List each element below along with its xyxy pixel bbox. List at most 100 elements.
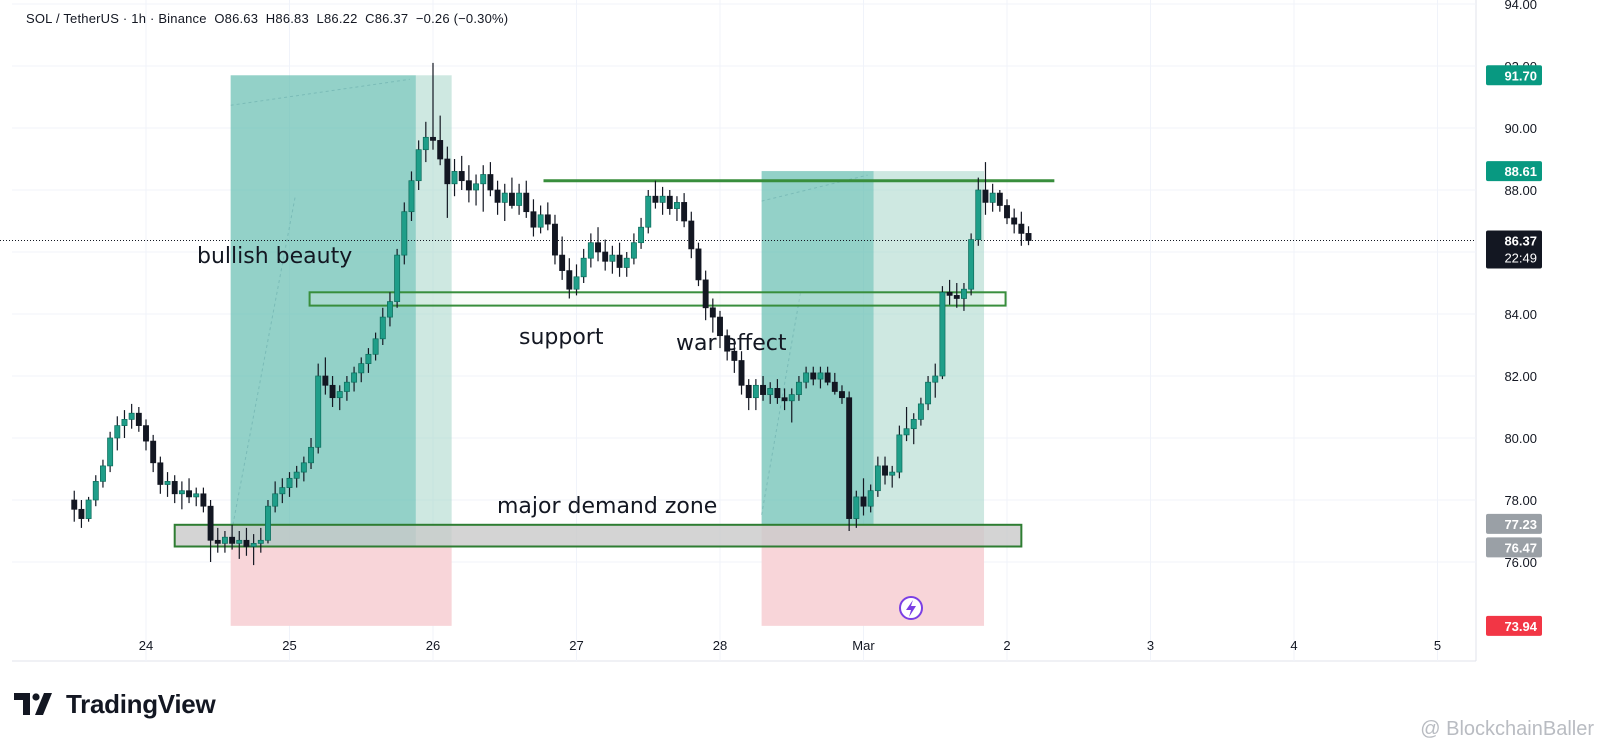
- candle[interactable]: [745, 379, 752, 411]
- candle[interactable]: [587, 233, 594, 268]
- candle[interactable]: [982, 162, 989, 215]
- candle[interactable]: [408, 171, 415, 221]
- candle[interactable]: [803, 366, 810, 389]
- candle[interactable]: [171, 475, 178, 504]
- candle[interactable]: [1018, 211, 1025, 246]
- candle[interactable]: [458, 155, 465, 190]
- candle[interactable]: [193, 487, 200, 507]
- candle[interactable]: [465, 165, 472, 203]
- candle[interactable]: [630, 233, 637, 265]
- candle[interactable]: [1004, 199, 1010, 225]
- candle[interactable]: [293, 465, 300, 488]
- candle[interactable]: [128, 403, 135, 429]
- candle[interactable]: [939, 286, 946, 380]
- candle[interactable]: [473, 174, 480, 206]
- candle[interactable]: [595, 227, 601, 262]
- candle[interactable]: [300, 456, 307, 482]
- candle[interactable]: [236, 531, 243, 559]
- candle[interactable]: [602, 239, 609, 271]
- candle[interactable]: [451, 159, 458, 197]
- candle[interactable]: [767, 382, 774, 404]
- candle[interactable]: [795, 376, 802, 401]
- candle[interactable]: [437, 115, 444, 166]
- candle[interactable]: [343, 376, 350, 401]
- price-badge[interactable]: [1486, 161, 1542, 182]
- candle[interactable]: [781, 388, 788, 411]
- tradingview-logo[interactable]: TradingView: [14, 688, 216, 720]
- candle[interactable]: [609, 245, 616, 274]
- candle[interactable]: [315, 363, 322, 454]
- candle[interactable]: [824, 366, 831, 386]
- candle[interactable]: [839, 385, 845, 404]
- candle[interactable]: [186, 478, 192, 504]
- candle[interactable]: [351, 366, 358, 392]
- candle[interactable]: [430, 62, 436, 150]
- candle[interactable]: [846, 391, 853, 532]
- candle[interactable]: [537, 205, 544, 234]
- candle[interactable]: [896, 425, 903, 479]
- time-axis[interactable]: 24 25 26 27 28 Mar 2 3 4 5: [139, 638, 1441, 653]
- candle[interactable]: [164, 472, 171, 497]
- candle[interactable]: [358, 357, 365, 383]
- candle[interactable]: [508, 177, 515, 209]
- candle[interactable]: [394, 248, 401, 308]
- candle[interactable]: [78, 500, 85, 528]
- candle[interactable]: [401, 202, 408, 265]
- price-badge[interactable]: [1486, 615, 1542, 636]
- candle[interactable]: [889, 465, 896, 488]
- candle[interactable]: [92, 475, 99, 507]
- candle[interactable]: [638, 217, 645, 249]
- candle[interactable]: [415, 140, 422, 190]
- candle[interactable]: [673, 196, 680, 221]
- candle[interactable]: [853, 490, 860, 528]
- candle[interactable]: [702, 270, 709, 321]
- candle[interactable]: [860, 478, 867, 516]
- candle[interactable]: [422, 121, 429, 163]
- candle[interactable]: [932, 363, 939, 398]
- candle[interactable]: [272, 481, 279, 513]
- candle[interactable]: [329, 376, 336, 407]
- candle[interactable]: [544, 202, 551, 231]
- candle[interactable]: [336, 385, 343, 411]
- candle[interactable]: [279, 478, 286, 504]
- candle[interactable]: [989, 183, 996, 212]
- candle[interactable]: [559, 236, 566, 280]
- candle[interactable]: [322, 357, 329, 395]
- candle[interactable]: [882, 456, 888, 485]
- candle[interactable]: [150, 434, 157, 473]
- candle[interactable]: [573, 264, 580, 296]
- candle[interactable]: [817, 366, 824, 389]
- candle[interactable]: [566, 258, 573, 299]
- candle[interactable]: [731, 338, 738, 373]
- candle[interactable]: [99, 459, 106, 488]
- candle[interactable]: [494, 180, 501, 215]
- candle[interactable]: [229, 524, 236, 550]
- symbol-name[interactable]: SOL / TetherUS: [26, 11, 120, 26]
- candle[interactable]: [157, 456, 164, 494]
- candle[interactable]: [135, 407, 142, 432]
- candle[interactable]: [975, 177, 982, 246]
- price-badge[interactable]: [1486, 537, 1542, 558]
- interval[interactable]: 1h: [131, 11, 147, 26]
- candle[interactable]: [207, 500, 214, 562]
- candle[interactable]: [659, 186, 666, 215]
- candle[interactable]: [286, 472, 293, 497]
- candle[interactable]: [752, 379, 759, 411]
- candle[interactable]: [724, 329, 731, 361]
- candle[interactable]: [365, 348, 372, 373]
- candle[interactable]: [709, 298, 716, 333]
- price-badge[interactable]: [1486, 513, 1542, 534]
- candle[interactable]: [874, 456, 881, 497]
- candle[interactable]: [953, 283, 960, 308]
- candle[interactable]: [960, 283, 967, 311]
- candle[interactable]: [143, 419, 149, 451]
- candle[interactable]: [810, 366, 817, 386]
- symbol-header[interactable]: SOL / TetherUS · 1h · Binance O86.63 H86…: [26, 11, 509, 26]
- candle[interactable]: [681, 193, 688, 228]
- candle[interactable]: [1025, 226, 1032, 246]
- candle[interactable]: [250, 534, 257, 566]
- candle[interactable]: [107, 431, 114, 473]
- candle[interactable]: [372, 332, 379, 361]
- candle[interactable]: [243, 527, 250, 556]
